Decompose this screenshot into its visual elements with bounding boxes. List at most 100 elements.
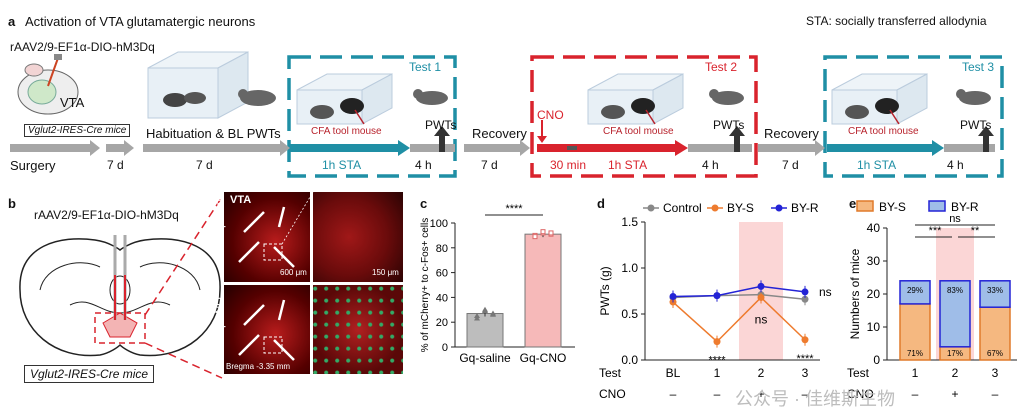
mouse-icon bbox=[956, 89, 991, 105]
y-tick-label: 1.0 bbox=[621, 261, 638, 275]
x-tick-label: Gq-saline bbox=[459, 351, 511, 365]
thirty-min-label: 30 min bbox=[550, 158, 587, 172]
panel-a-letter: a bbox=[8, 14, 16, 29]
cno-row-label: CNO bbox=[599, 387, 626, 401]
percent-label: 33% bbox=[987, 286, 1003, 295]
y-tick-label: 100 bbox=[430, 218, 448, 230]
x-tick-label: 3 bbox=[992, 366, 999, 380]
legend-label: BY-R bbox=[951, 200, 979, 214]
cno-value: – bbox=[714, 387, 721, 401]
cno-value: + bbox=[757, 387, 764, 401]
virus-label: rAAV2/9-EF1α-DIO-hM3Dq bbox=[10, 40, 155, 54]
test-row-label: Test bbox=[599, 366, 622, 380]
significance-label: **** bbox=[505, 203, 523, 215]
cage-icon bbox=[587, 73, 684, 125]
sta-label-3: 1h STA bbox=[857, 158, 897, 172]
sta-note: STA: socially transferred allodynia bbox=[806, 14, 987, 28]
mouse-head-icon bbox=[17, 54, 79, 115]
test1-label: Test 1 bbox=[409, 60, 442, 74]
gq-saline-side-label: Gq-saline bbox=[214, 192, 226, 240]
significance-label: ** bbox=[971, 225, 980, 237]
y-axis-label: PWTs (g) bbox=[598, 266, 612, 315]
annotation: ns bbox=[819, 285, 832, 299]
data-point bbox=[713, 292, 721, 300]
cfa-label-3: CFA tool mouse bbox=[848, 126, 919, 137]
y-tick-label: 30 bbox=[867, 254, 881, 268]
y-tick-label: 40 bbox=[436, 292, 448, 304]
data-point bbox=[801, 336, 809, 344]
percent-label: 71% bbox=[907, 349, 923, 358]
bar bbox=[899, 303, 931, 361]
data-point bbox=[713, 338, 721, 346]
data-point bbox=[490, 311, 496, 317]
mouse-line-label: Vglut2-IRES-Cre mice bbox=[24, 124, 131, 137]
scale-600: 600 μm bbox=[280, 268, 307, 277]
x-tick-label: 2 bbox=[758, 366, 765, 380]
y-tick-label: 0.5 bbox=[621, 307, 638, 321]
bar bbox=[524, 233, 562, 348]
sta-label-1: 1h STA bbox=[322, 158, 362, 172]
cno-value: + bbox=[951, 387, 958, 401]
sta-label-2: 1h STA bbox=[608, 158, 648, 172]
test3-label: Test 3 bbox=[962, 60, 995, 74]
series-line bbox=[672, 285, 806, 298]
panel-a-title: Activation of VTA glutamatergic neurons bbox=[25, 14, 256, 29]
timeline-7d-3: 7 d bbox=[481, 158, 498, 172]
significance-label: *** bbox=[929, 225, 943, 237]
mouse-icon bbox=[413, 89, 448, 105]
brain-label: VTA bbox=[60, 95, 85, 110]
micrograph-saline-high bbox=[313, 192, 403, 282]
y-axis-label: Numbers of mice bbox=[848, 248, 862, 339]
bar bbox=[939, 280, 971, 348]
y-tick-label: 20 bbox=[436, 317, 448, 329]
percent-label: 29% bbox=[907, 286, 923, 295]
timeline-4h-2: 4 h bbox=[702, 158, 719, 172]
data-point bbox=[548, 230, 554, 236]
x-tick-label: 1 bbox=[714, 366, 721, 380]
micrograph-vta-label: VTA bbox=[230, 194, 252, 206]
legend-marker bbox=[711, 204, 719, 212]
data-point bbox=[757, 282, 765, 290]
y-tick-label: 0 bbox=[873, 353, 880, 367]
panel-e-letter: e bbox=[849, 196, 857, 211]
data-point bbox=[540, 229, 546, 235]
annotation: **** bbox=[796, 353, 814, 365]
panel-d-letter: d bbox=[597, 196, 605, 211]
data-point bbox=[482, 308, 488, 314]
y-tick-label: 80 bbox=[436, 243, 448, 255]
legend-swatch bbox=[928, 200, 946, 212]
y-tick-label: 1.5 bbox=[621, 215, 638, 229]
micrograph-overlays bbox=[238, 192, 314, 361]
cno-value: – bbox=[912, 387, 919, 401]
brain-section-icon bbox=[19, 235, 221, 357]
x-tick-label: 2 bbox=[952, 366, 959, 380]
legend-swatch bbox=[856, 200, 874, 212]
micrograph-cno-high bbox=[313, 285, 403, 374]
annotation: **** bbox=[708, 355, 726, 367]
test2-label: Test 2 bbox=[705, 60, 738, 74]
test3-box bbox=[823, 55, 1004, 178]
cfa-label-1: CFA tool mouse bbox=[311, 126, 382, 137]
pwts-label-2: PWTs bbox=[713, 118, 745, 132]
cfa-label-2: CFA tool mouse bbox=[603, 126, 674, 137]
data-point bbox=[757, 293, 765, 301]
y-axis-label: % of mCherry+ to c-Fos+ cells bbox=[420, 218, 431, 352]
data-point bbox=[474, 315, 480, 321]
y-tick-label: 40 bbox=[867, 221, 881, 235]
percent-label: 67% bbox=[987, 349, 1003, 358]
mouse-icon bbox=[238, 89, 276, 106]
x-tick-label: Gq-CNO bbox=[520, 351, 567, 365]
recovery-label-1: Recovery bbox=[472, 126, 527, 141]
watermark: 公众号 · 佳维斯生物 bbox=[735, 389, 895, 409]
x-tick-label: 1 bbox=[912, 366, 919, 380]
cage-icon bbox=[831, 73, 928, 125]
cno-label: CNO bbox=[537, 108, 564, 122]
panel-a-graphics bbox=[10, 51, 1004, 178]
bregma-label: Bregma -3.35 mm bbox=[226, 362, 291, 371]
data-point bbox=[801, 295, 809, 303]
panel-c-letter: c bbox=[420, 196, 428, 211]
series-line bbox=[672, 296, 806, 343]
legend-marker bbox=[647, 204, 655, 212]
mouse-icon bbox=[709, 89, 744, 105]
